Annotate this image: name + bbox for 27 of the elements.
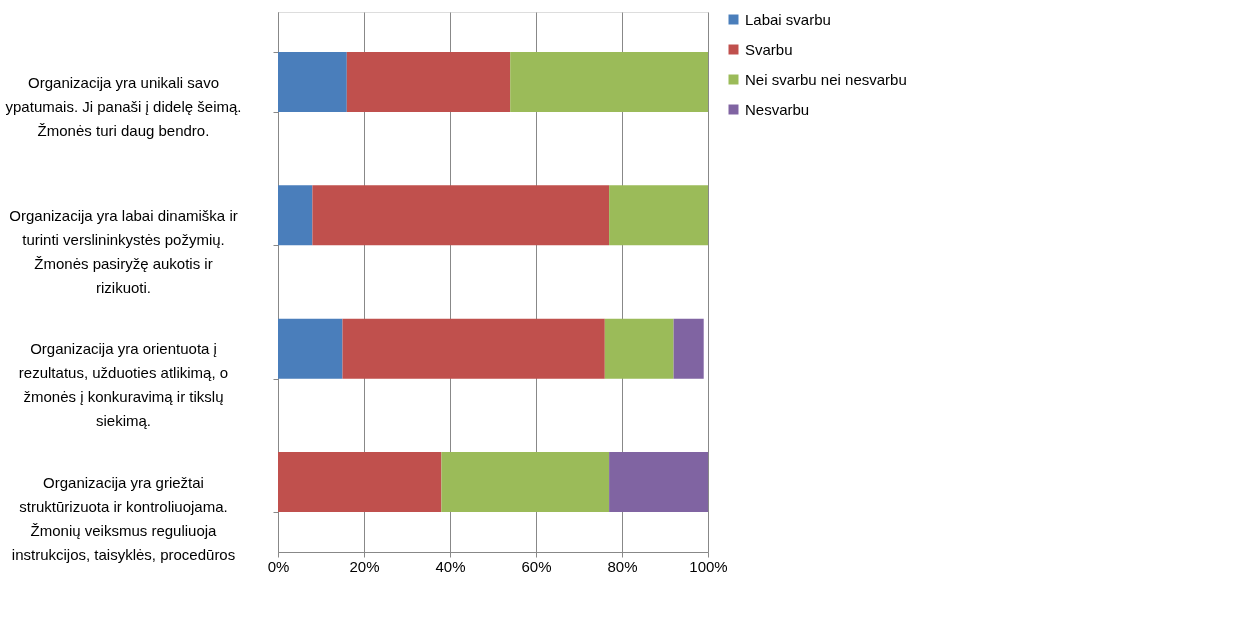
bar [441,452,610,512]
bar [510,52,708,112]
y-tick-label: Organizacija yra labai dinamiška ir turinti verslininkystės požymių. Žmonės pasiryžę aukotis ir rizikuoti. [9,206,238,296]
y-tick-label: Organizacija yra orientuota į rezultatus, užduoties atlikimą, o žmonės į konkuravimą ir tikslų siekimą. [18,340,229,430]
x-tick-label: 100% [689,557,728,575]
bar [604,318,674,379]
x-tick-label: 80% [607,557,638,575]
legend-label: Nei svarbu nei nesvarbu [745,70,907,88]
x-tick-label: 60% [521,557,552,575]
bar [673,318,704,379]
bar [609,452,708,512]
bar [278,318,343,379]
bar [312,185,610,246]
x-tick-label: 20% [349,557,380,575]
bar [278,452,442,512]
bar [342,318,605,379]
bar [346,52,511,112]
y-tick-label: Organizacija yra unikali savo ypatumais. Ji panaši į didelę šeimą. Žmonės turi daug bendro. [5,73,242,139]
legend-label: Svarbu [745,40,793,58]
legend-label: Nesvarbu [745,100,810,118]
legend-label: Labai svarbu [745,10,831,28]
bar [278,52,347,112]
bar [278,185,313,246]
bar [609,185,708,246]
x-tick-label: 40% [435,557,466,575]
y-tick-label: Organizacija yra griežtai struktūrizuota ir kontroliuojama. Žmonių veiksmus reguliuoja instrukcijos, taisyklės, procedūros [11,473,236,563]
x-tick-label: 0% [267,557,290,575]
